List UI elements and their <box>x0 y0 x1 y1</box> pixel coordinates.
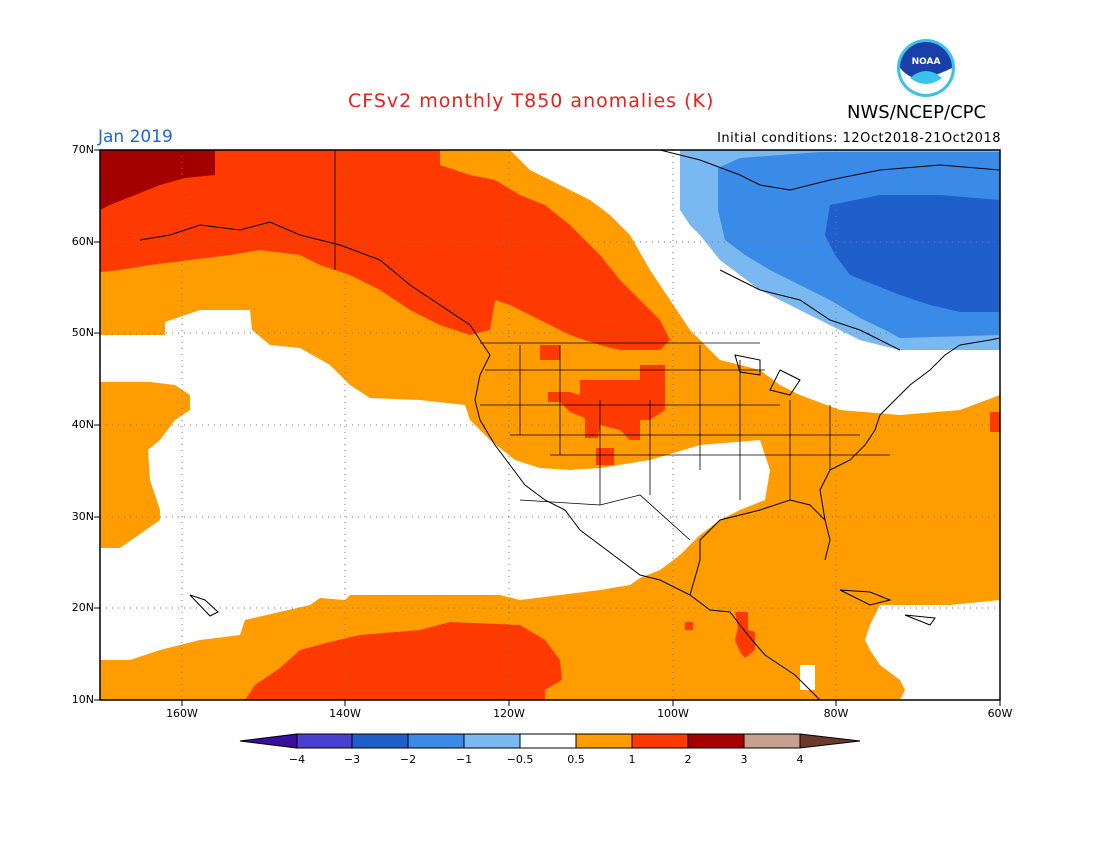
neutral-region-pacific <box>100 310 770 660</box>
colorbar-warm3 <box>743 733 801 749</box>
colorbar-cold3 <box>296 733 353 749</box>
colorbar-warm1 <box>631 733 689 749</box>
lat-label-60n: 60N <box>71 235 94 248</box>
forecast-month: Jan 2019 <box>98 127 173 147</box>
cold2-region-labrador <box>825 195 1000 312</box>
map-gridlines <box>100 150 1000 700</box>
colorbar-cold05 <box>463 733 521 749</box>
map-title: CFSv2 monthly T850 anomalies (K) <box>348 90 715 112</box>
neutral-region-caribbean <box>865 600 1000 700</box>
colorbar-tick: 2 <box>684 753 692 766</box>
coastlines <box>139 150 1000 700</box>
lat-label-10n: 10N <box>71 693 94 706</box>
warm1-region-tropical-pacific <box>245 622 562 700</box>
warm2-region-alaska-west <box>100 150 215 210</box>
lon-label-60w: 60W <box>987 707 1013 720</box>
warm1-region-rockies <box>540 345 1000 465</box>
colorbar-tick: 0.5 <box>567 753 585 766</box>
initial-conditions: Initial conditions: 12Oct2018-21Oct2018 <box>717 131 1001 146</box>
colorbar-warm05 <box>575 733 633 749</box>
colorbar-warm2 <box>687 733 745 749</box>
political-borders <box>334 150 890 541</box>
lon-label-120w: 120W <box>493 707 525 720</box>
colorbar <box>239 733 861 749</box>
svg-text:NOAA: NOAA <box>912 57 941 67</box>
noaa-logo-icon: NOAA <box>897 39 955 97</box>
neutral-region-honduras <box>800 665 815 690</box>
lat-label-30n: 30N <box>71 510 94 523</box>
lon-label-80w: 80W <box>823 707 849 720</box>
colorbar-tick: −1 <box>455 753 473 766</box>
colorbar-neutral <box>519 733 577 749</box>
colorbar-tick: 4 <box>796 753 804 766</box>
colorbar-cold1 <box>407 733 465 749</box>
colorbar-cold2 <box>351 733 409 749</box>
colorbar-cold4 <box>239 733 298 749</box>
colorbar-tick: −3 <box>343 753 361 766</box>
colorbar-tick: −0.5 <box>506 753 534 766</box>
axis-ticks <box>94 149 1001 706</box>
agency-label: NWS/NCEP/CPC <box>847 102 987 123</box>
lat-label-20n: 20N <box>71 601 94 614</box>
lat-label-70n: 70N <box>71 143 94 156</box>
colorbar-tick: 1 <box>628 753 636 766</box>
warm1-region-guatemala <box>685 612 755 658</box>
lat-label-50n: 50N <box>71 326 94 339</box>
colorbar-warm4 <box>799 733 861 749</box>
lat-label-40n: 40N <box>71 418 94 431</box>
lon-label-140w: 140W <box>329 707 361 720</box>
neutral-region-hudson <box>510 150 1000 415</box>
colorbar-tick: −2 <box>399 753 417 766</box>
warm1-region-alaska <box>100 150 670 350</box>
lon-label-160w: 160W <box>166 707 198 720</box>
lon-label-100w: 100W <box>657 707 689 720</box>
colorbar-tick: −4 <box>288 753 306 766</box>
colorbar-tick: 3 <box>740 753 748 766</box>
